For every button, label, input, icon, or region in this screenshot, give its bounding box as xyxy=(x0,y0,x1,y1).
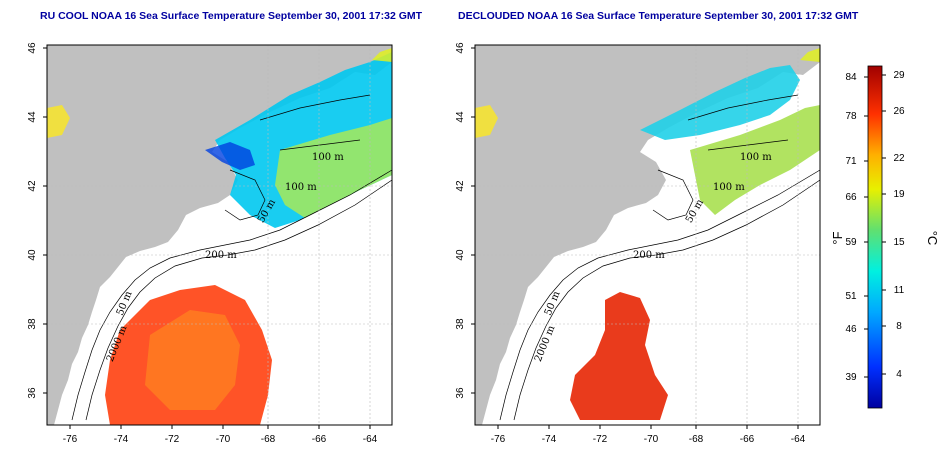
y-tick-label: 42 xyxy=(455,180,466,192)
y-tick-label: 46 xyxy=(27,42,38,54)
y-tick-label: 44 xyxy=(27,111,38,123)
celsius-tick: 29 xyxy=(893,70,905,81)
fahrenheit-tick: 51 xyxy=(845,291,857,302)
celsius-tick: 15 xyxy=(893,237,905,248)
contour-label: 100 m xyxy=(740,152,772,163)
y-tick-label: 36 xyxy=(455,387,466,399)
grid-lines xyxy=(47,45,392,425)
y-tick-label: 38 xyxy=(27,318,38,330)
y-tick-label: 36 xyxy=(27,387,38,399)
sst-coastal-patch xyxy=(475,105,498,138)
contour-label: 200 m xyxy=(205,250,237,261)
celsius-axis-label: °C xyxy=(925,231,940,246)
y-tick-label: 46 xyxy=(455,42,466,54)
fahrenheit-tick: 71 xyxy=(845,156,857,167)
x-tick-label: -72 xyxy=(593,434,608,445)
sst-cool-region xyxy=(640,65,800,140)
isobath-contours xyxy=(71,94,392,421)
celsius-tick: 19 xyxy=(893,189,905,200)
celsius-tick: 26 xyxy=(893,106,905,117)
sst-warm-shelf xyxy=(275,118,392,218)
x-tick-label: -68 xyxy=(261,434,276,445)
sst-coastal-patch xyxy=(47,105,70,138)
celsius-tick: 4 xyxy=(896,369,902,380)
x-tick-label: -66 xyxy=(312,434,327,445)
x-tick-label: -70 xyxy=(644,434,659,445)
grid-lines xyxy=(475,45,820,425)
land-mass xyxy=(47,45,392,425)
x-tick-label: -64 xyxy=(363,434,378,445)
x-tick-label: -70 xyxy=(216,434,231,445)
y-tick-label: 40 xyxy=(455,249,466,261)
fahrenheit-tick: 46 xyxy=(845,324,857,335)
x-tick-label: -68 xyxy=(689,434,704,445)
x-tick-label: -76 xyxy=(63,434,78,445)
fahrenheit-axis-label: °F xyxy=(830,231,845,244)
celsius-tick: 11 xyxy=(894,285,905,296)
x-tick-label: -72 xyxy=(165,434,180,445)
x-tick-label: -76 xyxy=(491,434,506,445)
y-tick-label: 38 xyxy=(455,318,466,330)
contour-label: 200 m xyxy=(633,250,665,261)
fahrenheit-tick: 84 xyxy=(845,72,857,83)
left-panel-title: RU COOL NOAA 16 Sea Surface Temperature … xyxy=(40,10,423,22)
y-tick-label: 40 xyxy=(27,249,38,261)
right-map-panel: 100 m 100 m 50 m 200 m 50 m 2000 m -76 -… xyxy=(455,42,821,445)
sst-warm-shelf xyxy=(690,105,820,215)
x-tick-label: -64 xyxy=(791,434,806,445)
isobath-contours xyxy=(499,94,820,421)
sst-yellow-edge xyxy=(372,48,392,62)
land-mass xyxy=(475,45,820,425)
celsius-tick: 22 xyxy=(893,153,905,164)
x-tick-label: -74 xyxy=(542,434,557,445)
contour-label: 100 m xyxy=(285,182,317,193)
temperature-colorbar: 84 78 71 66 59 51 46 39 29 26 22 19 15 1… xyxy=(830,65,940,409)
sst-yellow-edge xyxy=(800,48,820,62)
contour-label: 100 m xyxy=(312,152,344,163)
x-tick-label: -74 xyxy=(114,434,129,445)
contour-label: 100 m xyxy=(713,182,745,193)
fahrenheit-tick: 59 xyxy=(845,237,857,248)
sst-cold-patch xyxy=(205,142,255,170)
left-map-panel: 100 m 100 m 50 m 200 m 50 m 2000 m -76 -… xyxy=(27,42,393,445)
y-tick-label: 42 xyxy=(27,180,38,192)
fahrenheit-tick: 66 xyxy=(845,192,857,203)
fahrenheit-tick: 78 xyxy=(845,111,857,122)
sst-gulf-stream-core xyxy=(145,310,240,410)
right-panel-title: DECLOUDED NOAA 16 Sea Surface Temperatur… xyxy=(458,10,859,22)
y-tick-label: 44 xyxy=(455,111,466,123)
x-tick-label: -66 xyxy=(740,434,755,445)
fahrenheit-tick: 39 xyxy=(845,372,857,383)
celsius-tick: 8 xyxy=(896,321,902,332)
